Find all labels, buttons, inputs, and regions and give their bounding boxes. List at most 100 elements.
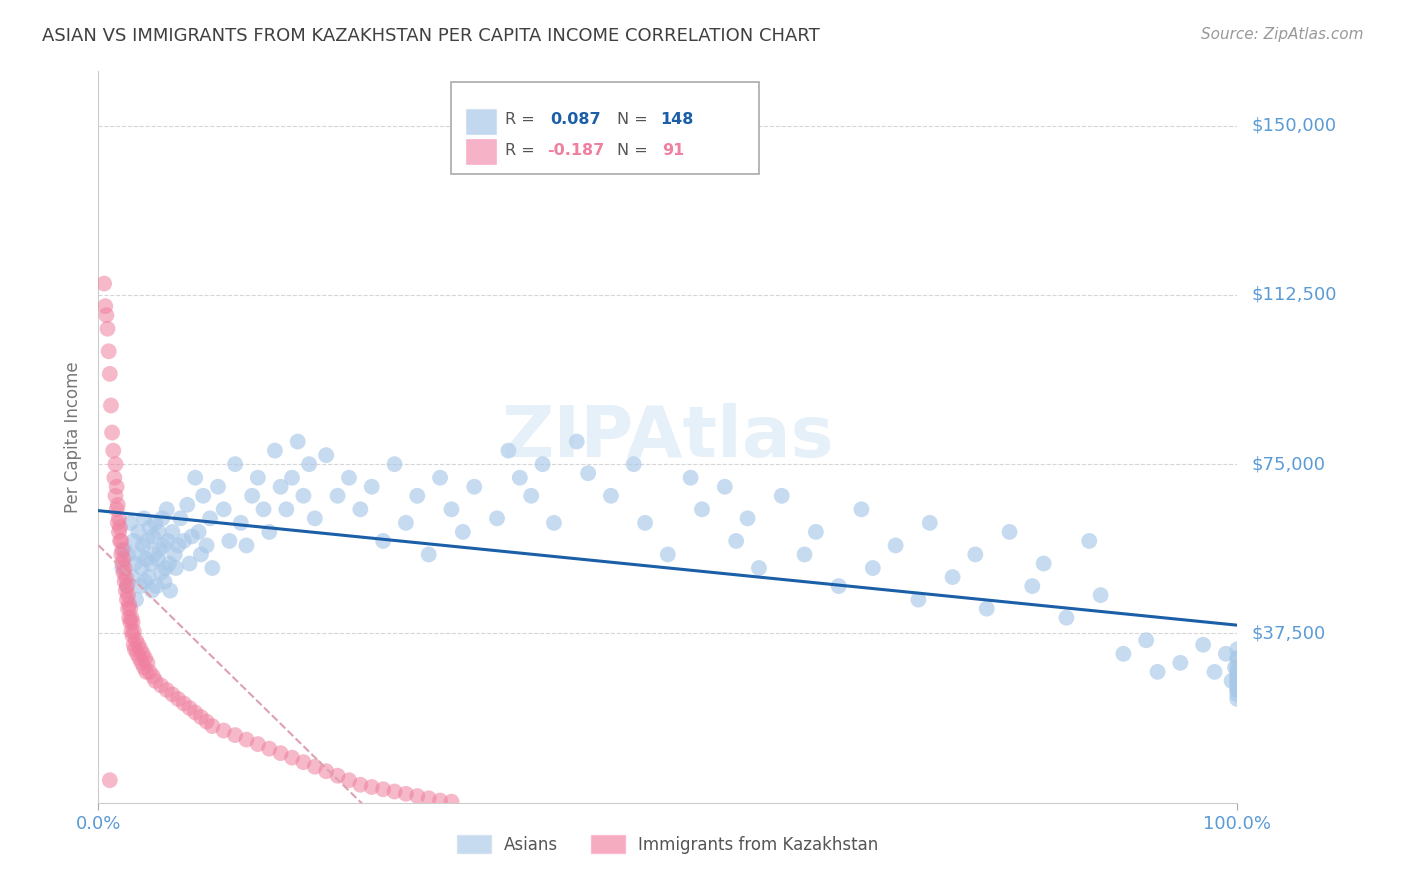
Point xyxy=(965,548,987,562)
Point xyxy=(1226,673,1249,688)
Text: Source: ZipAtlas.com: Source: ZipAtlas.com xyxy=(1201,27,1364,42)
Point xyxy=(150,566,173,580)
Point xyxy=(145,673,167,688)
Point xyxy=(384,457,406,471)
Point xyxy=(115,579,138,593)
Point xyxy=(129,579,152,593)
Text: $112,500: $112,500 xyxy=(1251,285,1337,304)
Point xyxy=(117,588,139,602)
Point xyxy=(1032,557,1054,571)
Text: ZIPAtlas: ZIPAtlas xyxy=(502,402,834,472)
Point xyxy=(156,502,179,516)
Point xyxy=(634,516,657,530)
Point xyxy=(440,795,463,809)
Point xyxy=(138,665,160,679)
Point xyxy=(976,601,998,615)
Point xyxy=(270,746,292,760)
Point xyxy=(138,570,160,584)
Point xyxy=(163,548,186,562)
Point xyxy=(1078,533,1101,548)
Point xyxy=(121,615,143,630)
Point xyxy=(1056,610,1078,624)
Point xyxy=(884,538,907,552)
Point xyxy=(212,723,235,738)
Point xyxy=(117,548,139,562)
Point xyxy=(418,791,440,805)
Text: R =: R = xyxy=(505,112,540,128)
Point xyxy=(600,489,623,503)
Point xyxy=(169,511,191,525)
Point xyxy=(98,367,121,381)
Point xyxy=(125,592,148,607)
Point xyxy=(1226,669,1249,683)
Point xyxy=(159,583,181,598)
Point xyxy=(120,610,142,624)
Point xyxy=(111,561,134,575)
Point xyxy=(509,471,531,485)
Point xyxy=(565,434,588,449)
Point xyxy=(201,719,224,733)
Point xyxy=(135,665,157,679)
Point xyxy=(246,471,269,485)
Point xyxy=(96,308,118,322)
Point xyxy=(198,511,221,525)
Point xyxy=(1215,647,1237,661)
Point xyxy=(149,543,172,558)
Point xyxy=(1226,682,1249,697)
Point xyxy=(110,548,132,562)
Point xyxy=(1226,651,1249,665)
Point xyxy=(195,538,218,552)
Point xyxy=(349,502,371,516)
Point xyxy=(304,511,326,525)
Point xyxy=(395,787,418,801)
Point xyxy=(162,524,184,539)
Point xyxy=(103,443,125,458)
Point xyxy=(429,471,451,485)
Point xyxy=(115,592,138,607)
Point xyxy=(153,574,176,589)
Point xyxy=(127,638,149,652)
Point xyxy=(167,692,190,706)
Point xyxy=(235,732,257,747)
Point xyxy=(657,548,679,562)
Point xyxy=(1226,642,1249,657)
Point xyxy=(143,548,166,562)
Point xyxy=(315,764,337,779)
Point xyxy=(142,669,165,683)
Text: $150,000: $150,000 xyxy=(1251,117,1336,135)
Point xyxy=(679,471,702,485)
Point xyxy=(212,502,235,516)
Point xyxy=(114,574,136,589)
Point xyxy=(107,498,129,512)
Point xyxy=(623,457,645,471)
FancyBboxPatch shape xyxy=(467,139,496,164)
Point xyxy=(127,647,149,661)
Point xyxy=(139,557,162,571)
Point xyxy=(1112,647,1135,661)
Point xyxy=(714,480,737,494)
Point xyxy=(125,633,148,648)
Point xyxy=(145,516,167,530)
Point xyxy=(690,502,713,516)
Point xyxy=(998,524,1021,539)
Point xyxy=(131,561,153,575)
Text: $37,500: $37,500 xyxy=(1251,624,1326,642)
Point xyxy=(252,502,274,516)
Point xyxy=(112,566,135,580)
Point xyxy=(259,524,281,539)
Point xyxy=(1226,678,1249,692)
Text: $75,000: $75,000 xyxy=(1251,455,1326,473)
Point xyxy=(122,624,145,639)
Text: ASIAN VS IMMIGRANTS FROM KAZAKHSTAN PER CAPITA INCOME CORRELATION CHART: ASIAN VS IMMIGRANTS FROM KAZAKHSTAN PER … xyxy=(42,27,820,45)
Point xyxy=(292,755,315,769)
Point xyxy=(156,682,179,697)
Point xyxy=(118,597,141,611)
Point xyxy=(907,592,929,607)
Point xyxy=(173,697,195,711)
Point xyxy=(108,533,131,548)
Point xyxy=(240,489,263,503)
Point xyxy=(1223,660,1246,674)
Point xyxy=(520,489,543,503)
Legend: Asians, Immigrants from Kazakhstan: Asians, Immigrants from Kazakhstan xyxy=(451,829,884,860)
Text: N =: N = xyxy=(617,112,652,128)
